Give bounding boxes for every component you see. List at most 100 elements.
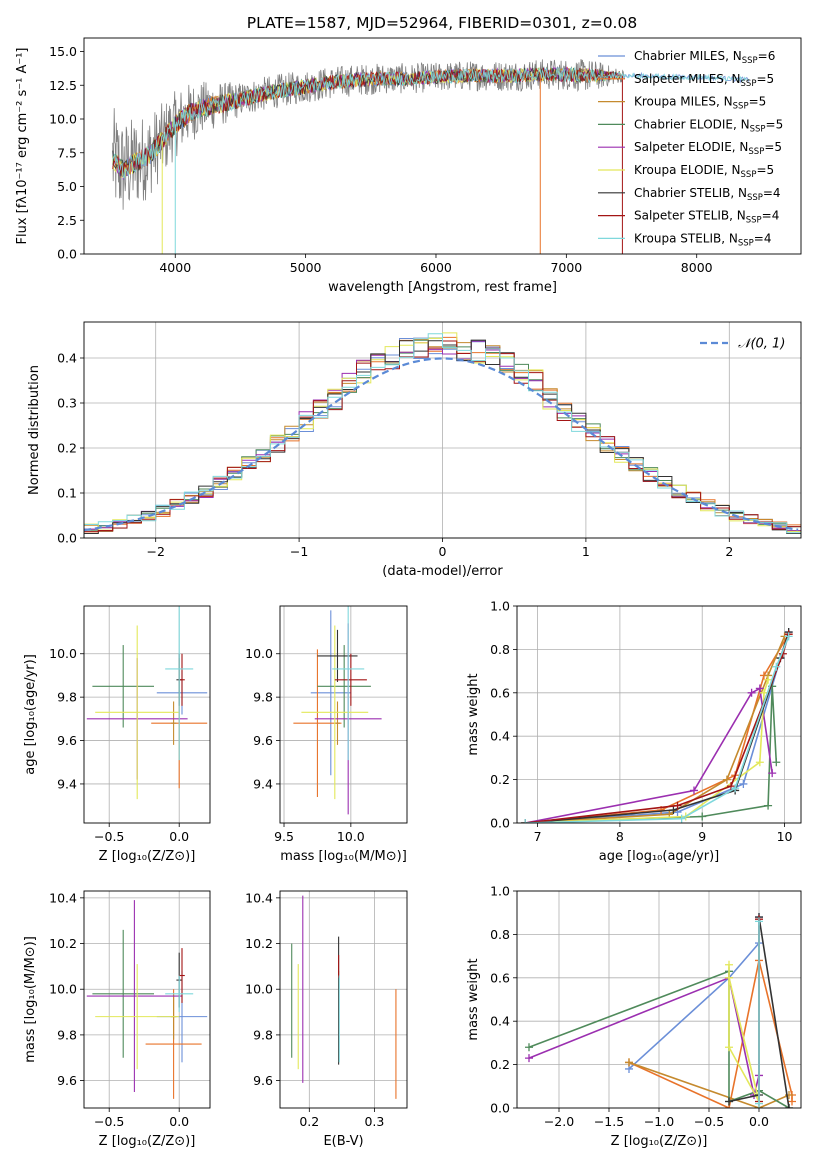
legend-label-kroupa-stelib: Kroupa STELIB, NSSP=4	[634, 231, 772, 248]
x-tick-label: 0.3	[364, 1114, 384, 1129]
errorbar-chabrier-elodie	[317, 645, 371, 728]
x-tick-label: 8000	[681, 260, 713, 275]
series-marker	[677, 814, 686, 823]
y-tick-label: 9.6	[253, 1073, 273, 1088]
y-tick-label: 0.2	[57, 441, 77, 456]
series-marker	[725, 960, 733, 969]
panel-age-vs-mass: 9.5 10.0 9.4 9.6 9.8 10.0 mass [log₁₀(M/M⊙)]	[245, 605, 408, 864]
series-marker	[764, 675, 773, 684]
y-axis-label: mass weight	[466, 958, 481, 1040]
series-marker	[747, 688, 756, 697]
y-tick-label: 9.6	[57, 733, 77, 748]
y-tick-label: 12.5	[49, 78, 77, 93]
x-tick-label: 4000	[159, 260, 191, 275]
y-tick-label: 0.6	[490, 685, 510, 700]
legend-label-salpeter-elodie: Salpeter ELODIE, NSSP=5	[634, 140, 782, 157]
x-tick-label: 10.0	[337, 829, 365, 844]
series-marker	[725, 1043, 733, 1052]
y-tick-label: 0.1	[57, 486, 77, 501]
legend-label-chabrier-stelib: Chabrier STELIB, NSSP=4	[634, 186, 781, 203]
y-tick-label: 0.0	[57, 247, 77, 262]
panel-residuals: −2 −1 0 1 2 0.0 0.1 0.2 0.3 0.4 (data-model)/error…	[27, 321, 802, 579]
series-marker	[669, 805, 678, 814]
errorbar-kroupa-elodie	[301, 625, 369, 800]
y-tick-label: 0.0	[490, 816, 510, 831]
series-marker	[689, 786, 698, 795]
errorbar-chabrier-elodie	[92, 645, 154, 728]
series-marker	[727, 782, 736, 791]
x-tick-label: −1.5	[594, 1114, 624, 1129]
y-tick-label: 1.0	[490, 599, 510, 614]
axes-frame-mass-vs-z	[83, 890, 211, 1109]
series-marker	[755, 917, 763, 926]
legend-label-chabrier-miles: Chabrier MILES, NSSP=6	[634, 49, 775, 66]
series-marker	[755, 684, 764, 693]
y-tick-label: 10.4	[49, 890, 77, 905]
errorbar-kroupa-stelib	[165, 606, 194, 761]
y-axis-label: age [log₁₀(age/yr)]	[23, 654, 38, 775]
x-tick-label: −0.5	[94, 829, 124, 844]
y-tick-label: 1.0	[490, 884, 510, 899]
panel-weight-vs-age: 7 8 9 10 0.0 0.2 0.4 0.6 0.8 1.0 age [log₁₀(age/yr…	[466, 599, 802, 864]
errorbar-kroupa-miles	[170, 701, 177, 745]
y-tick-label: 0.8	[490, 927, 510, 942]
series-marker	[731, 784, 740, 793]
legend-label-kroupa-miles: Kroupa MILES, NSSP=5	[634, 95, 766, 112]
y-axis-label: mass weight	[466, 673, 481, 755]
errorbar-kroupa-elodie	[95, 625, 180, 800]
y-tick-label: 9.8	[57, 690, 77, 705]
axes-frame-mass-vs-ebv	[279, 890, 408, 1109]
errorbar-salpeter-stelib	[179, 653, 185, 706]
histogram-kroupa-stelib	[84, 333, 801, 538]
legend-label-kroupa-elodie: Kroupa ELODIE, NSSP=5	[634, 163, 774, 180]
model-spectrum-kroupa-stelib	[112, 66, 750, 181]
x-tick-label: 8	[616, 829, 624, 844]
plot-area-age-vs-mass	[293, 606, 382, 815]
plot-area-weight-vs-age	[521, 628, 793, 823]
y-tick-label: 2.5	[57, 213, 77, 228]
series-marker	[755, 758, 764, 767]
y-tick-label: 9.8	[253, 690, 273, 705]
series-marker	[722, 775, 731, 784]
plot-area-weight-vs-z	[525, 913, 796, 1108]
x-axis-label: Z [log₁₀(Z/Z⊙)]	[611, 1134, 708, 1149]
legend-label-chabrier-elodie: Chabrier ELODIE, NSSP=5	[634, 117, 783, 134]
series-marker	[673, 801, 682, 810]
series-marker	[784, 632, 793, 641]
x-axis-label: Z [log₁₀(Z/Z⊙)]	[99, 849, 196, 864]
errorbar-salpeter-stelib	[334, 653, 367, 706]
y-tick-label: 10.4	[245, 890, 273, 905]
x-tick-label: 10	[777, 829, 793, 844]
errorbar-kroupa-miles	[334, 701, 341, 745]
plot-area-mass-vs-z	[86, 900, 208, 1099]
errorbar-chabrier-elodie	[92, 929, 154, 1058]
errorbar-kroupa-stelib	[165, 975, 194, 1013]
figure-title: PLATE=1587, MJD=52964, FIBERID=0301, z=0…	[247, 14, 637, 32]
series-marker	[525, 1043, 533, 1052]
legend-residuals: 𝒩(0, 1)	[700, 337, 785, 352]
y-tick-label: 10.0	[49, 982, 77, 997]
panel-spectrum: 4000 5000 6000 7000 8000 0.0 2.5 5.0 7.5 10.0 12.5…	[15, 37, 802, 295]
axes-frame-age-vs-z	[83, 605, 211, 824]
legend-spectrum: Chabrier MILES, NSSP=6 Salpeter MILES, NS…	[598, 49, 783, 248]
series-marker	[785, 1104, 793, 1108]
plot-area-age-vs-z	[86, 606, 208, 800]
x-tick-label: 0.0	[169, 1114, 189, 1129]
panel-mass-vs-z: −0.5 0.0 9.6 9.8 10.0 10.2 10.4 Z [log₁₀(Z/Z⊙)]…	[23, 890, 211, 1149]
x-tick-label: 7	[534, 829, 542, 844]
y-tick-label: 0.6	[490, 970, 510, 985]
y-tick-label: 10.0	[245, 982, 273, 997]
x-axis-label: (data-model)/error	[382, 564, 503, 579]
x-tick-label: 0.0	[169, 829, 189, 844]
x-tick-label: −1	[290, 544, 308, 559]
x-tick-label: 2	[725, 544, 733, 559]
y-tick-label: 0.4	[490, 729, 510, 744]
x-tick-label: 0.0	[749, 1114, 769, 1129]
series-marker	[768, 769, 777, 778]
series-marker	[521, 819, 530, 823]
series-marker	[725, 1097, 733, 1106]
series-marker	[788, 1097, 796, 1106]
y-tick-label: 9.4	[57, 776, 77, 791]
